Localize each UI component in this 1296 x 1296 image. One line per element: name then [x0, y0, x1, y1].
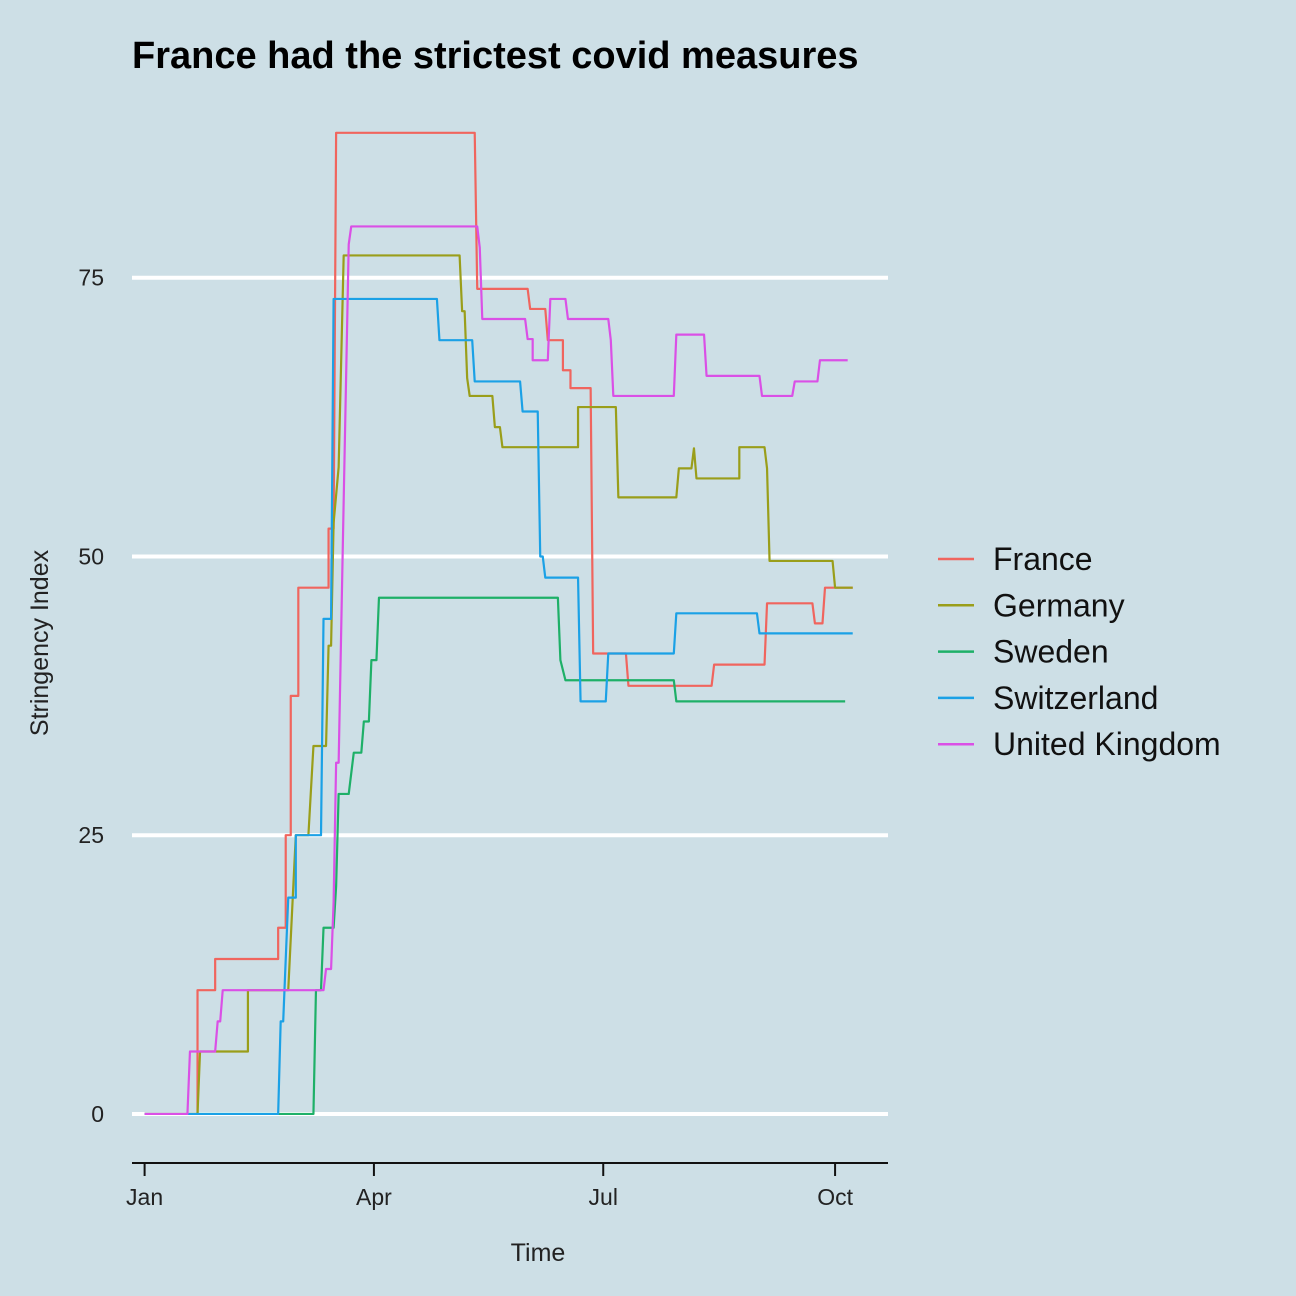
legend: France Germany Sweden Switzerland United Kin…	[938, 541, 1221, 762]
x-tick-label-3: Oct	[817, 1184, 853, 1210]
y-tick-label-1: 25	[78, 822, 104, 848]
legend-label-1: Germany	[993, 587, 1125, 623]
series-line-sweden	[144, 596, 846, 1116]
x-tick-label-1: Apr	[356, 1184, 392, 1210]
y-tick-label-0: 0	[91, 1101, 104, 1127]
x-tick-label-2: Jul	[589, 1184, 618, 1210]
series-line-germany	[144, 254, 853, 1116]
y-axis-title: Stringency Index	[26, 549, 54, 736]
plot-area	[144, 131, 853, 1116]
chart-title: France had the strictest covid measures	[132, 35, 859, 77]
series-line-france	[144, 131, 853, 1116]
y-axis: 0 25 50 75	[78, 265, 104, 1127]
series-line-switzerland	[144, 297, 853, 1116]
x-tick-label-0: Jan	[126, 1184, 163, 1210]
x-axis: Jan Apr Jul Oct	[126, 1162, 888, 1210]
legend-label-4: United Kingdom	[993, 726, 1221, 762]
y-tick-label-3: 75	[78, 265, 104, 291]
y-tick-label-2: 50	[78, 543, 104, 569]
legend-label-3: Switzerland	[993, 680, 1158, 716]
legend-label-2: Sweden	[993, 634, 1109, 670]
legend-label-0: France	[993, 541, 1093, 577]
grid	[132, 275, 888, 1116]
x-axis-title: Time	[511, 1239, 566, 1267]
series-line-united-kingdom	[144, 225, 848, 1116]
